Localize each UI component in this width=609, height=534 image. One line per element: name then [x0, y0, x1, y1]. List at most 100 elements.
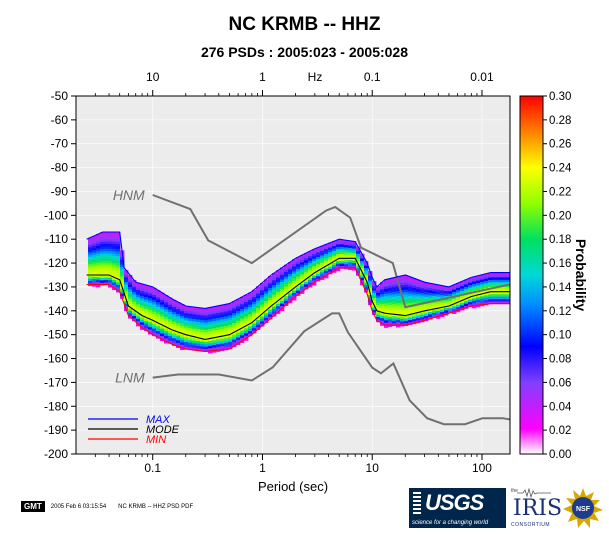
heatmap-cell	[248, 333, 253, 337]
heatmap-cell	[88, 240, 93, 243]
heatmap-cell	[288, 276, 293, 280]
heatmap-cell	[148, 288, 153, 292]
heatmap-cell	[104, 272, 109, 276]
heatmap-cell	[200, 315, 205, 319]
heatmap-cell	[228, 320, 233, 323]
heatmap-cell	[248, 311, 253, 315]
heatmap-cell	[412, 316, 417, 320]
y-tick-label: -110	[45, 232, 68, 246]
heatmap-cell	[244, 314, 249, 317]
heatmap-cell	[120, 291, 125, 294]
heatmap-cell	[332, 270, 337, 273]
heatmap-cell	[180, 308, 185, 312]
heatmap-cell	[224, 335, 229, 339]
heatmap-cell	[324, 265, 329, 269]
heatmap-cell	[280, 267, 285, 271]
heatmap-cell	[352, 260, 357, 264]
heatmap-cell	[132, 316, 137, 319]
colorbar-tick-label: 0.18	[549, 234, 571, 246]
heatmap-cell	[316, 266, 321, 270]
heatmap-cell	[108, 260, 113, 264]
heatmap-cell	[380, 294, 385, 298]
heatmap-cell	[192, 309, 197, 313]
heatmap-cell	[316, 259, 321, 263]
heatmap-cell	[484, 278, 489, 282]
heatmap-cell	[284, 274, 289, 278]
heatmap-cell	[376, 307, 381, 311]
heatmap-cell	[188, 335, 193, 339]
heatmap-cell	[488, 299, 493, 302]
heatmap-cell	[248, 331, 253, 334]
heatmap-cell	[236, 306, 241, 310]
heatmap-cell	[300, 264, 305, 268]
heatmap-cell	[228, 332, 233, 335]
heatmap-cell	[484, 285, 489, 289]
heatmap-cell	[132, 296, 137, 300]
heatmap-cell	[368, 287, 373, 291]
heatmap-cell	[412, 297, 417, 301]
heatmap-cell	[416, 298, 421, 302]
heatmap-cell	[260, 316, 265, 320]
heatmap-cell	[216, 337, 221, 340]
heatmap-cell	[248, 328, 253, 332]
heatmap-cell	[344, 249, 349, 253]
heatmap-cell	[152, 309, 157, 313]
heatmap-cell	[160, 314, 165, 318]
heatmap-cell	[220, 326, 225, 330]
heatmap-cell	[240, 320, 245, 324]
heatmap-cell	[188, 306, 193, 310]
heatmap-cell	[488, 284, 493, 288]
heatmap-cell	[152, 316, 157, 320]
heatmap-cell	[156, 309, 161, 313]
heatmap-cell	[332, 255, 337, 259]
heatmap-cell	[324, 251, 329, 255]
heatmap-cell	[108, 258, 113, 262]
heatmap-cell	[352, 246, 357, 250]
heatmap-cell	[464, 296, 469, 300]
heatmap-cell	[372, 302, 377, 306]
heatmap-cell	[196, 329, 201, 332]
heatmap-cell	[304, 284, 309, 288]
heatmap-cell	[364, 272, 369, 276]
heatmap-cell	[256, 303, 261, 306]
heatmap-cell	[252, 311, 257, 315]
heatmap-cell	[144, 321, 149, 324]
heatmap-cell	[396, 305, 401, 309]
heatmap-cell	[116, 251, 121, 255]
heatmap-cell	[332, 241, 337, 245]
heatmap-cell	[432, 300, 437, 304]
heatmap-cell	[384, 301, 389, 304]
heatmap-cell	[320, 257, 325, 261]
heatmap-cell	[432, 312, 437, 316]
heatmap-cell	[396, 276, 401, 280]
heatmap-cell	[176, 328, 181, 332]
heatmap-cell	[240, 311, 245, 315]
heatmap-cell	[92, 267, 97, 270]
heatmap-cell	[196, 348, 201, 352]
heatmap-cell	[428, 285, 433, 289]
heatmap-cell	[324, 270, 329, 274]
heatmap-cell	[324, 263, 329, 267]
heatmap-cell	[164, 333, 169, 337]
heatmap-cell	[504, 301, 509, 305]
heatmap-cell	[388, 285, 393, 289]
heatmap-cell	[168, 316, 173, 320]
heatmap-cell	[88, 268, 93, 272]
heatmap-cell	[280, 272, 285, 276]
heatmap-cell	[392, 299, 397, 303]
heatmap-cell	[104, 280, 109, 283]
heatmap-cell	[304, 253, 309, 256]
heatmap-cell	[128, 277, 133, 281]
heatmap-cell	[136, 282, 141, 286]
heatmap-cell	[116, 268, 121, 271]
heatmap-cell	[140, 322, 145, 326]
heatmap-cell	[156, 299, 161, 303]
heatmap-cell	[204, 313, 209, 316]
heatmap-cell	[248, 292, 253, 296]
heatmap-cell	[284, 279, 289, 283]
heatmap-cell	[336, 242, 341, 245]
heatmap-cell	[308, 255, 313, 259]
heatmap-cell	[168, 314, 173, 318]
heatmap-cell	[160, 299, 165, 303]
heatmap-cell	[188, 347, 193, 351]
